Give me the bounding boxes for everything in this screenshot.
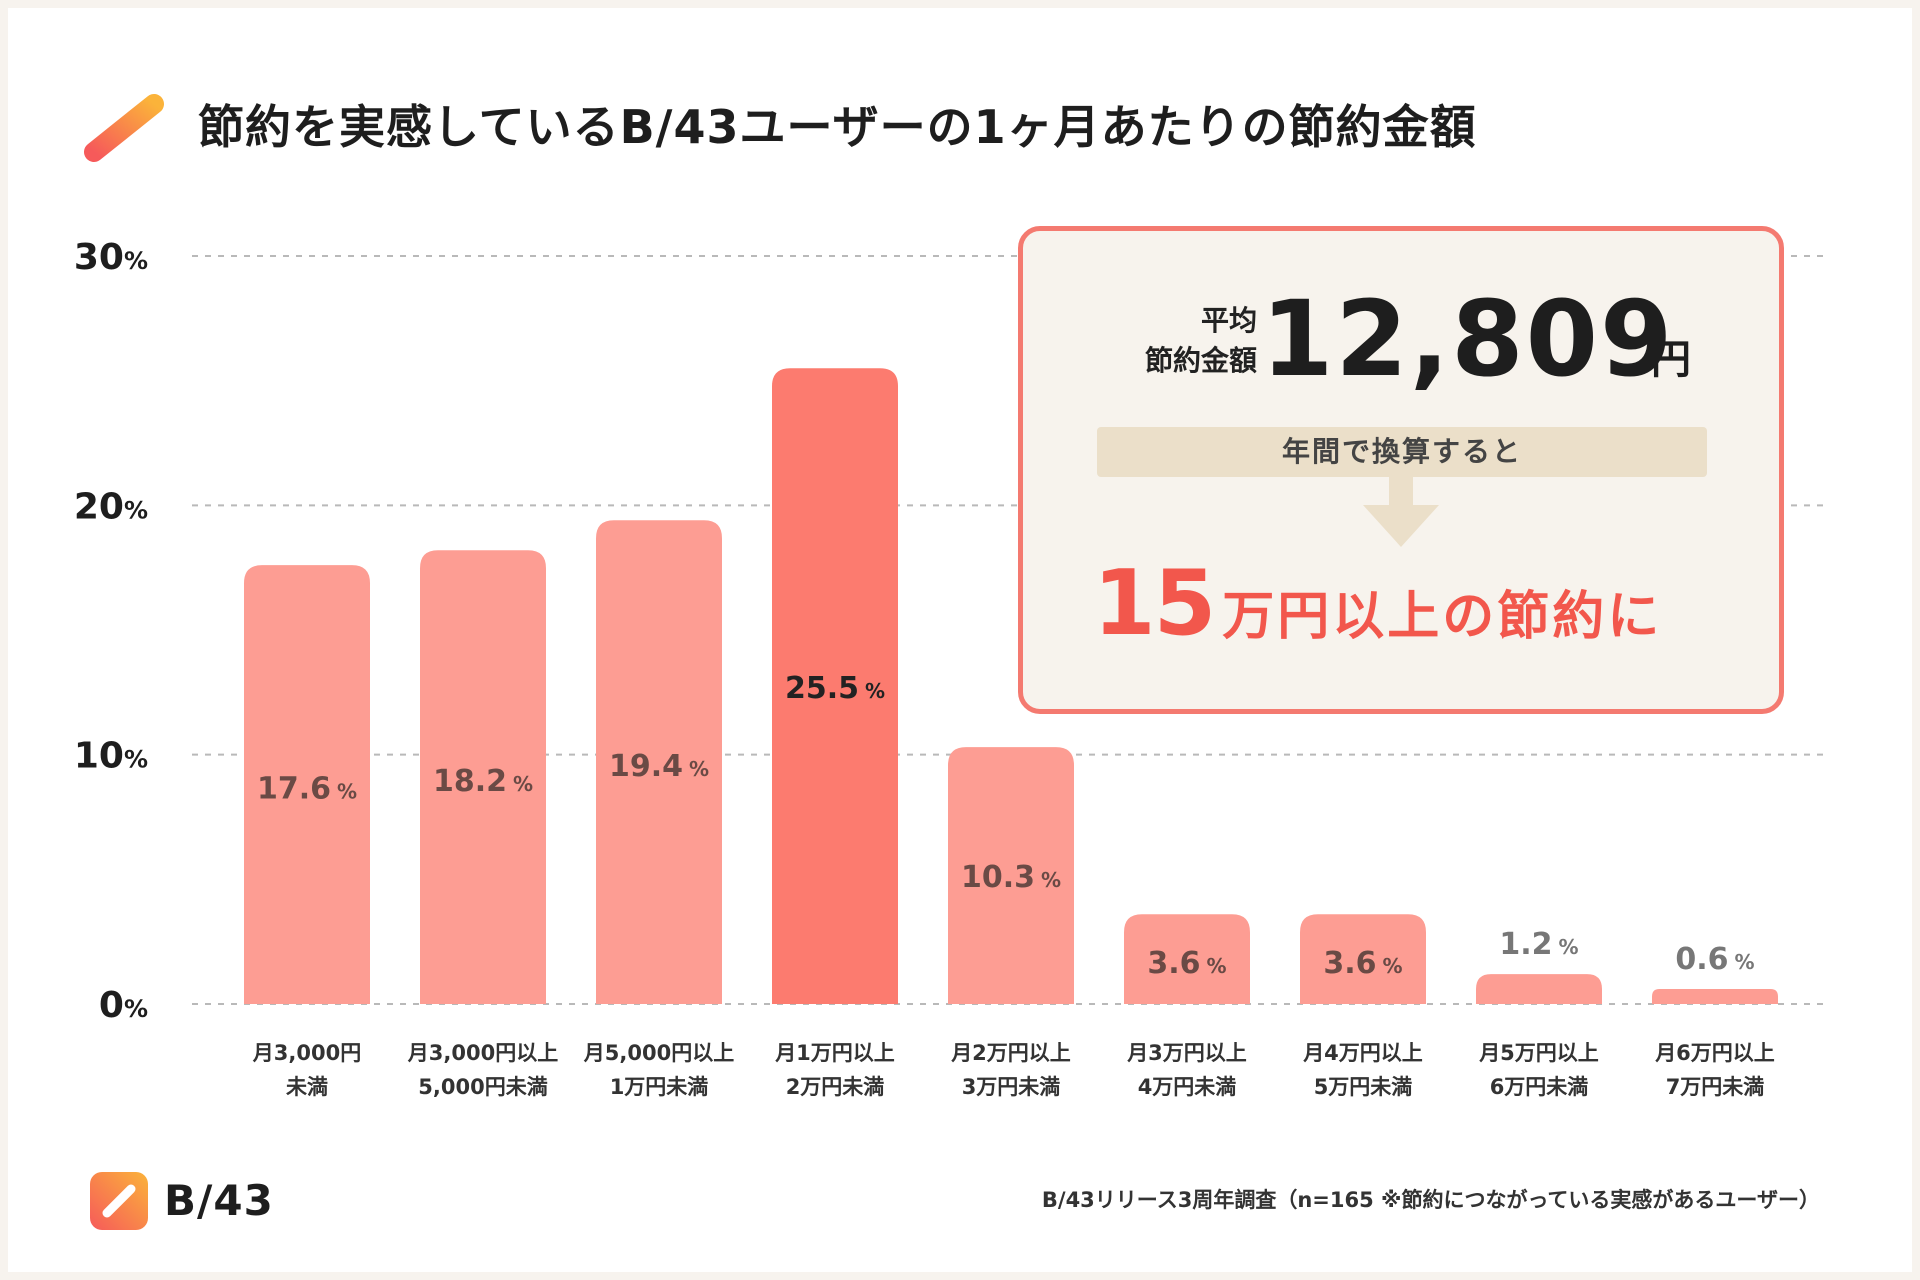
y-tick-label: 0% — [99, 985, 148, 1026]
x-tick-label-line: 3万円未満 — [961, 1075, 1061, 1099]
bar — [1300, 914, 1426, 1004]
x-tick-label-line: 5万円未満 — [1313, 1075, 1413, 1099]
bar — [772, 368, 898, 1004]
x-tick-label-line: 7万円未満 — [1665, 1075, 1765, 1099]
y-tick-unit: % — [124, 995, 148, 1023]
y-tick-label: 20% — [74, 486, 148, 527]
x-tick-label: 月4万円以上 5万円未満 — [1278, 1036, 1448, 1104]
bar-value-unit: % — [1207, 954, 1227, 978]
average-value: 12,809 — [1261, 278, 1675, 400]
bar-value-unit: % — [1735, 950, 1755, 974]
x-tick-label-line: 6万円未満 — [1489, 1075, 1589, 1099]
bar-value-label: 10.3% — [961, 860, 1061, 895]
bar — [1124, 914, 1250, 1004]
x-tick-label-line: 月3万円以上 — [1127, 1041, 1247, 1065]
bar-value-label: 0.6% — [1675, 942, 1754, 977]
y-tick-value: 30 — [74, 237, 124, 278]
x-tick-label-line: 2万円未満 — [785, 1075, 885, 1099]
bar-value-label: 3.6% — [1323, 946, 1402, 981]
y-tick-unit: % — [124, 746, 148, 774]
bar-value-label: 17.6% — [257, 772, 357, 807]
x-tick-label-line: 月1万円以上 — [775, 1041, 895, 1065]
x-tick-label-line: 月3,000円以上 — [407, 1041, 559, 1065]
y-tick-value: 0 — [99, 985, 124, 1026]
x-tick-label: 月1万円以上 2万円未満 — [750, 1036, 920, 1104]
bar-value-unit: % — [513, 772, 533, 796]
y-tick-label: 10% — [74, 736, 148, 777]
x-tick-label: 月6万円以上 7万円未満 — [1630, 1036, 1800, 1104]
x-tick-label: 月3万円以上 4万円未満 — [1102, 1036, 1272, 1104]
summary-box: 平均 節約金額 12,809 円 年間で換算すると 15 万円以上の節約に — [1018, 226, 1784, 714]
page-title: 節約を実感しているB/43ユーザーの1ヶ月あたりの節約金額 — [198, 100, 1477, 154]
bar-value-label: 19.4% — [609, 749, 709, 784]
bar-value: 1.2 — [1499, 927, 1552, 962]
x-tick-label-line: 月5万円以上 — [1479, 1041, 1599, 1065]
x-tick-label-line: 月4万円以上 — [1303, 1041, 1423, 1065]
bar-value: 3.6 — [1323, 946, 1376, 981]
annual-result: 15 万円以上の節約に — [1093, 551, 1662, 656]
bar — [948, 747, 1074, 1004]
bar-value-unit: % — [1559, 935, 1579, 959]
annual-result-number: 15 — [1093, 551, 1216, 656]
source-note: B/43リリース3周年調査（n=165 ※節約につながっている実感があるユーザー… — [1041, 1188, 1820, 1212]
average-label: 平均 節約金額 — [1097, 301, 1257, 381]
annual-result-text: 万円以上の節約に — [1222, 587, 1663, 647]
bar-value-label: 1.2% — [1499, 927, 1578, 962]
bar-value: 18.2 — [433, 764, 507, 799]
bar-value-unit: % — [1041, 868, 1061, 892]
bar-value: 10.3 — [961, 860, 1035, 895]
b43-logo-icon — [90, 1172, 148, 1230]
bar-value: 3.6 — [1147, 946, 1200, 981]
x-tick-label-line: 月5,000円以上 — [583, 1041, 735, 1065]
down-arrow-icon — [1363, 477, 1439, 547]
bar-value-label: 25.5% — [785, 671, 885, 706]
bar-value-label: 3.6% — [1147, 946, 1226, 981]
bar — [596, 520, 722, 1004]
bar — [244, 565, 370, 1004]
bar — [1652, 989, 1778, 1004]
x-tick-label-line: 月3,000円 — [252, 1041, 362, 1065]
x-tick-label-line: 月6万円以上 — [1655, 1041, 1775, 1065]
average-label-line2: 節約金額 — [1144, 344, 1257, 377]
bar-value: 0.6 — [1675, 942, 1728, 977]
y-tick-value: 10 — [74, 736, 124, 777]
annual-conversion-label: 年間で換算すると — [1097, 427, 1707, 477]
average-label-line1: 平均 — [1200, 304, 1257, 337]
y-tick-label: 30% — [74, 237, 148, 278]
x-tick-label-line: 月2万円以上 — [951, 1041, 1071, 1065]
y-tick-unit: % — [124, 247, 148, 275]
bar — [420, 550, 546, 1004]
x-tick-label-line: 未満 — [286, 1075, 328, 1099]
logo-text: B/43 — [164, 1176, 274, 1225]
bar-value: 25.5 — [785, 671, 859, 706]
bar-value-unit: % — [865, 679, 885, 703]
y-tick-unit: % — [124, 496, 148, 524]
x-tick-label: 月2万円以上 3万円未満 — [926, 1036, 1096, 1104]
y-tick-value: 20 — [74, 486, 124, 527]
x-tick-label: 月3,000円以上 5,000円未満 — [398, 1036, 568, 1104]
x-tick-label: 月3,000円 未満 — [222, 1036, 392, 1104]
bar — [1476, 974, 1602, 1004]
bar-value: 17.6 — [257, 772, 331, 807]
bar-value-label: 18.2% — [433, 764, 533, 799]
x-tick-label: 月5,000円以上 1万円未満 — [574, 1036, 744, 1104]
bar-value-unit: % — [689, 757, 709, 781]
bar-value: 19.4 — [609, 749, 683, 784]
x-tick-label: 月5万円以上 6万円未満 — [1454, 1036, 1624, 1104]
x-tick-label-line: 5,000円未満 — [418, 1075, 548, 1099]
bar-value-unit: % — [337, 780, 357, 804]
bar-value-unit: % — [1383, 954, 1403, 978]
x-tick-label-line: 4万円未満 — [1137, 1075, 1237, 1099]
average-unit: 円 — [1651, 337, 1691, 383]
x-tick-label-line: 1万円未満 — [609, 1075, 709, 1099]
title-slash-icon — [84, 94, 164, 162]
